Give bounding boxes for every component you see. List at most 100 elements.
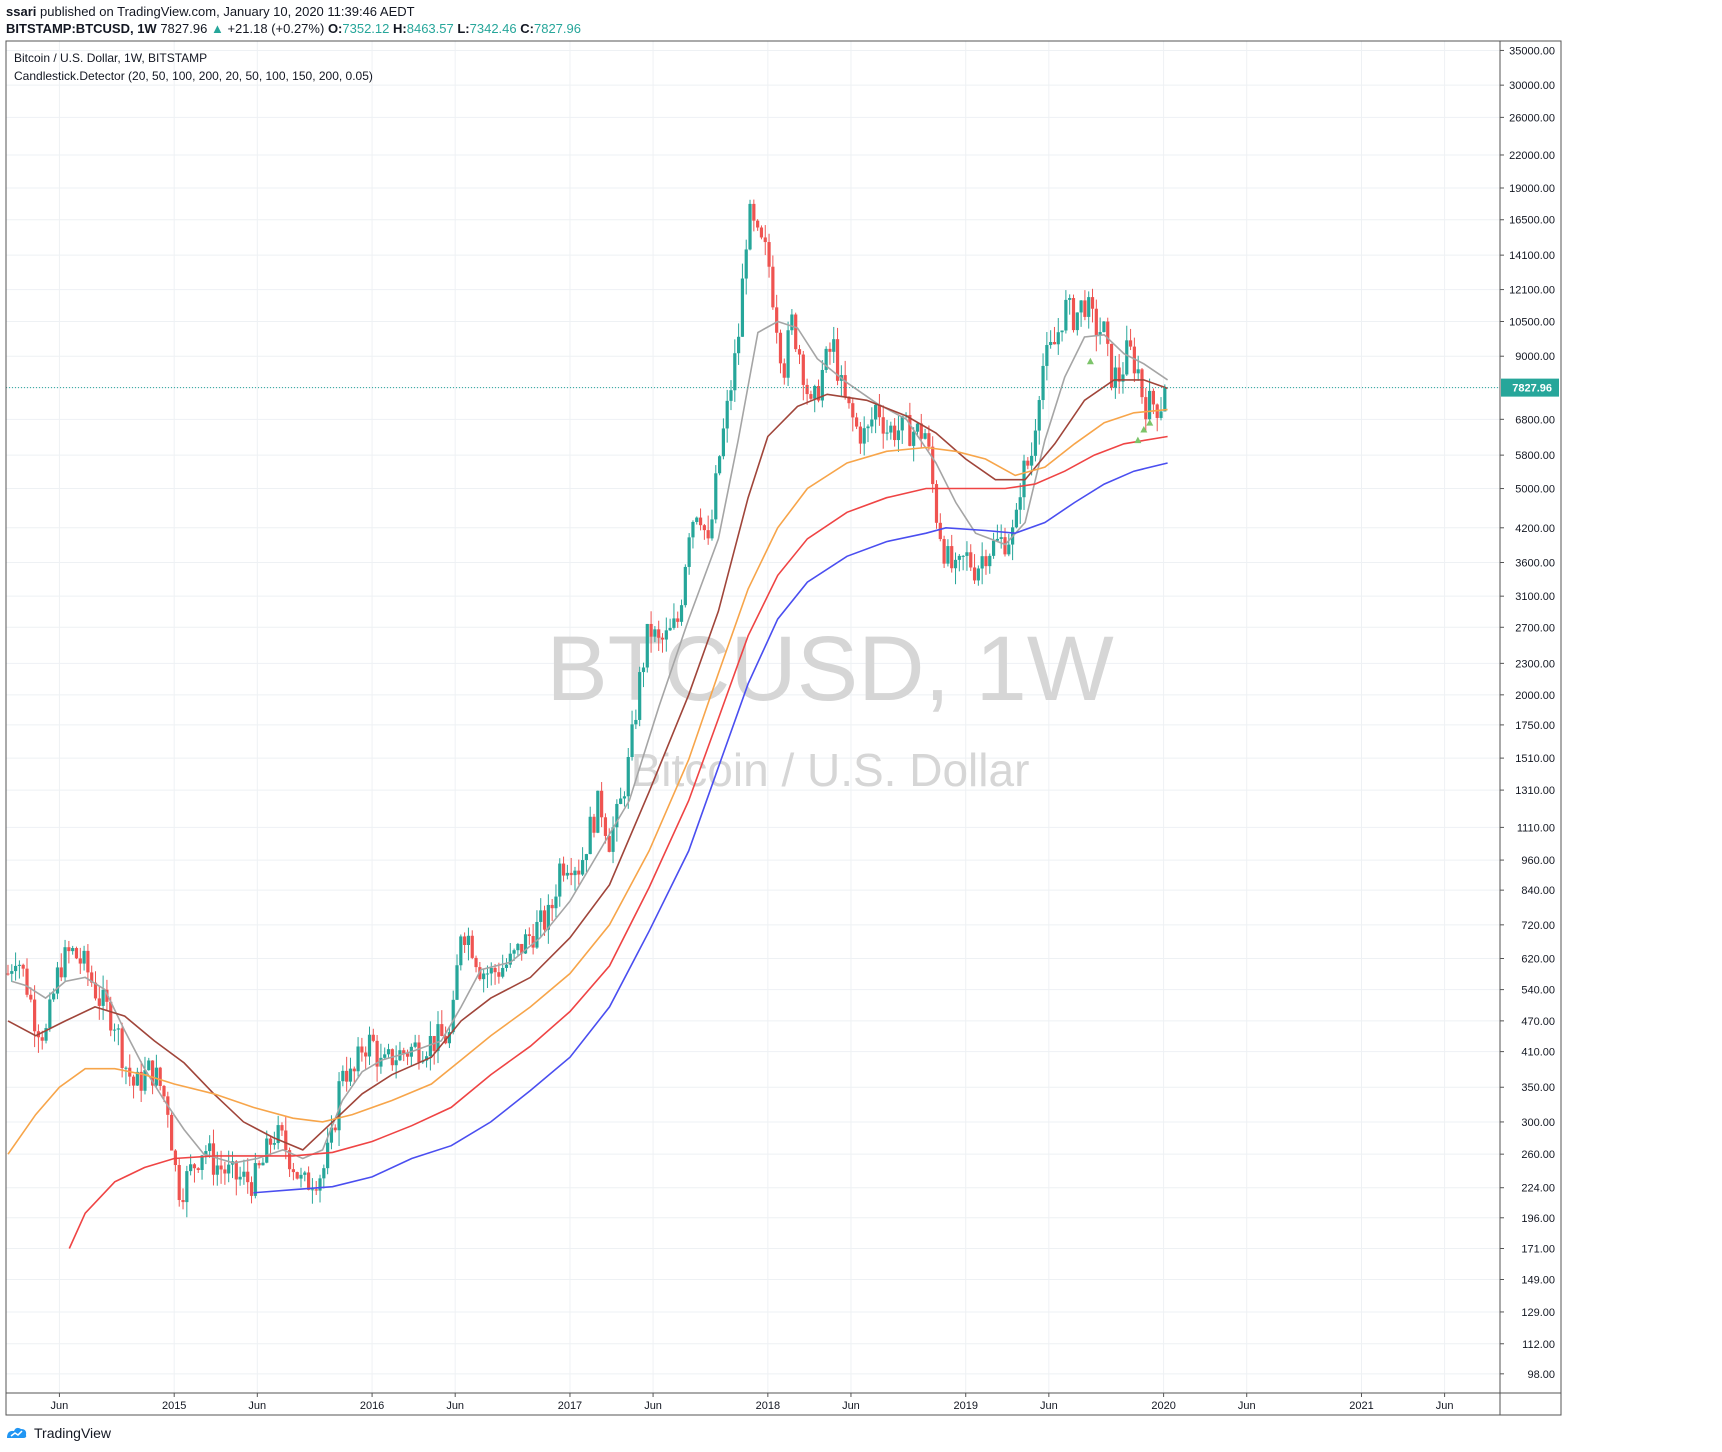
candle-body xyxy=(851,403,855,418)
price-tick-label: 1110.00 xyxy=(1517,822,1555,834)
time-tick-label: Jun xyxy=(1040,1400,1058,1412)
candle-body xyxy=(782,363,786,378)
candle-body xyxy=(211,1143,216,1175)
candle-body xyxy=(638,672,642,720)
candle-body xyxy=(710,519,714,539)
candle-body xyxy=(870,419,874,427)
quote-bar: BITSTAMP:BTCUSD, 1W 7827.96 ▲ +21.18 (+0… xyxy=(6,21,581,36)
price-tick-label: 5000.00 xyxy=(1515,484,1555,496)
high-value: 8463.57 xyxy=(406,21,454,36)
price-tick-label: 5800.00 xyxy=(1515,450,1555,462)
candle-body xyxy=(466,935,471,945)
candle-body xyxy=(501,967,505,977)
candle-body xyxy=(752,203,756,221)
candle-body xyxy=(280,1125,284,1131)
candle-body xyxy=(1106,321,1110,344)
price-tick-label: 1750.00 xyxy=(1515,720,1555,732)
candle-body xyxy=(927,433,931,447)
current-price-label: 7827.96 xyxy=(1512,383,1552,395)
price-tick-label: 2300.00 xyxy=(1515,658,1555,670)
candle-body xyxy=(1052,342,1057,345)
candle-body xyxy=(307,1172,311,1190)
candle-body xyxy=(1026,460,1030,466)
time-tick-label: Jun xyxy=(1436,1400,1454,1412)
candle-body xyxy=(86,950,90,973)
candle-body xyxy=(835,339,840,381)
candle-body xyxy=(299,1174,303,1179)
price-tick-label: 260.00 xyxy=(1521,1149,1555,1161)
candle-body xyxy=(17,964,21,966)
high-label: H: xyxy=(393,21,407,36)
open-value: 7352.12 xyxy=(342,21,390,36)
candle-body xyxy=(329,1127,334,1143)
candle-body xyxy=(611,827,615,852)
candle-body xyxy=(717,456,722,474)
candle-body xyxy=(52,993,56,1000)
candle-body xyxy=(291,1169,295,1173)
price-tick-label: 720.00 xyxy=(1521,920,1555,932)
candle-body xyxy=(371,1034,375,1041)
candle-body xyxy=(714,473,718,520)
price-tick-label: 300.00 xyxy=(1521,1117,1555,1129)
candle-body xyxy=(938,522,942,540)
candle-body xyxy=(744,249,748,279)
time-tick-label: 2019 xyxy=(953,1400,977,1412)
price-tick-label: 98.00 xyxy=(1527,1369,1555,1381)
candle-body xyxy=(695,517,699,522)
candle-body xyxy=(154,1067,158,1086)
candle-body xyxy=(881,417,885,434)
candle-body xyxy=(984,556,988,567)
candle-body xyxy=(592,816,596,833)
candle-body xyxy=(687,537,691,567)
price-tick-label: 3600.00 xyxy=(1515,558,1555,570)
candle-body xyxy=(504,964,509,968)
candle-body xyxy=(900,416,904,431)
candle-body xyxy=(1109,343,1114,388)
chart-grid xyxy=(6,41,1500,1393)
candle-body xyxy=(352,1068,356,1072)
candle-body xyxy=(615,803,619,828)
candle-body xyxy=(257,1163,261,1166)
candle-body xyxy=(565,872,569,876)
candle-body xyxy=(588,816,592,855)
ma150-line xyxy=(68,435,1168,1249)
candle-body xyxy=(326,1142,330,1169)
candle-body xyxy=(383,1054,387,1058)
candle-body xyxy=(1121,374,1125,382)
candle-body xyxy=(923,433,927,439)
candle-body xyxy=(1045,345,1049,366)
candle-body xyxy=(101,989,105,1006)
candle-body xyxy=(759,227,764,238)
candle-body xyxy=(733,353,737,391)
candle-body xyxy=(953,559,958,569)
candle-body xyxy=(360,1046,364,1053)
candle-body xyxy=(276,1125,280,1144)
candle-body xyxy=(957,555,961,560)
candle-body xyxy=(554,896,558,909)
candle-body xyxy=(797,349,802,355)
candle-body xyxy=(1144,397,1148,420)
candle-body xyxy=(896,430,901,441)
candle-body xyxy=(508,953,512,965)
time-tick-label: 2016 xyxy=(360,1400,384,1412)
candle-body xyxy=(40,1037,44,1041)
candle-body xyxy=(147,1060,151,1071)
price-tick-label: 12100.00 xyxy=(1509,285,1555,297)
candle-body xyxy=(824,348,828,370)
candle-body xyxy=(1159,411,1163,418)
candle-body xyxy=(1033,430,1038,456)
candle-body xyxy=(546,904,550,930)
candle-body xyxy=(607,835,611,852)
time-axis: Jun 2015 Jun 2016 Jun 2017 Jun 2018 Jun 2019 Jun 20… xyxy=(51,1393,1454,1412)
candle-body xyxy=(413,1042,417,1047)
footer-brand: TradingView xyxy=(6,1425,111,1441)
candle-body xyxy=(645,623,649,668)
candle-body xyxy=(771,266,775,308)
candle-body xyxy=(1030,455,1034,466)
candle-body xyxy=(520,943,524,954)
candle-body xyxy=(44,1028,48,1041)
candle-body xyxy=(451,999,455,1033)
tradingview-logo-icon xyxy=(7,1427,27,1438)
price-tick-label: 14100.00 xyxy=(1509,250,1555,262)
